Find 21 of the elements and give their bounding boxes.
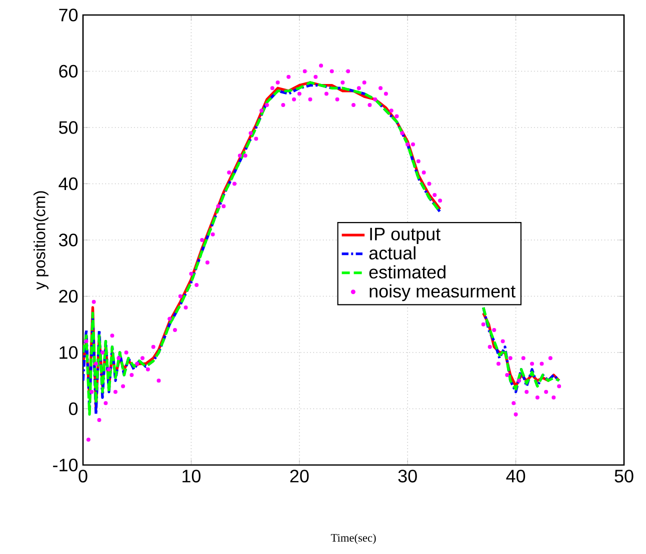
legend-label: estimated <box>369 265 446 279</box>
x-axis-title: Time(sec) <box>330 534 376 544</box>
y-tick-label: 0 <box>68 402 78 416</box>
x-tick-label: 50 <box>614 470 634 482</box>
y-tick-label: 70 <box>59 8 78 22</box>
x-tick-label: 0 <box>78 470 88 482</box>
x-tick-label: 10 <box>182 470 201 482</box>
x-tick-label: 20 <box>290 470 309 482</box>
x-tick-label: 30 <box>398 470 417 482</box>
y-axis-title: y position(cm) <box>34 191 48 290</box>
y-tick-label: 30 <box>58 234 78 246</box>
legend-label: IP output <box>370 228 440 244</box>
x-tick-label: 40 <box>506 470 526 482</box>
y-tick-label: 50 <box>58 121 78 134</box>
y-tick-label: -10 <box>53 458 78 472</box>
y-tick-label: 60 <box>59 64 78 78</box>
y-tick-label: 40 <box>58 177 78 190</box>
y-tick-label: 20 <box>59 290 78 303</box>
legend-label: noisy measurment <box>370 284 516 302</box>
y-tick-label: 10 <box>60 346 78 359</box>
legend-label: actual <box>369 246 416 260</box>
